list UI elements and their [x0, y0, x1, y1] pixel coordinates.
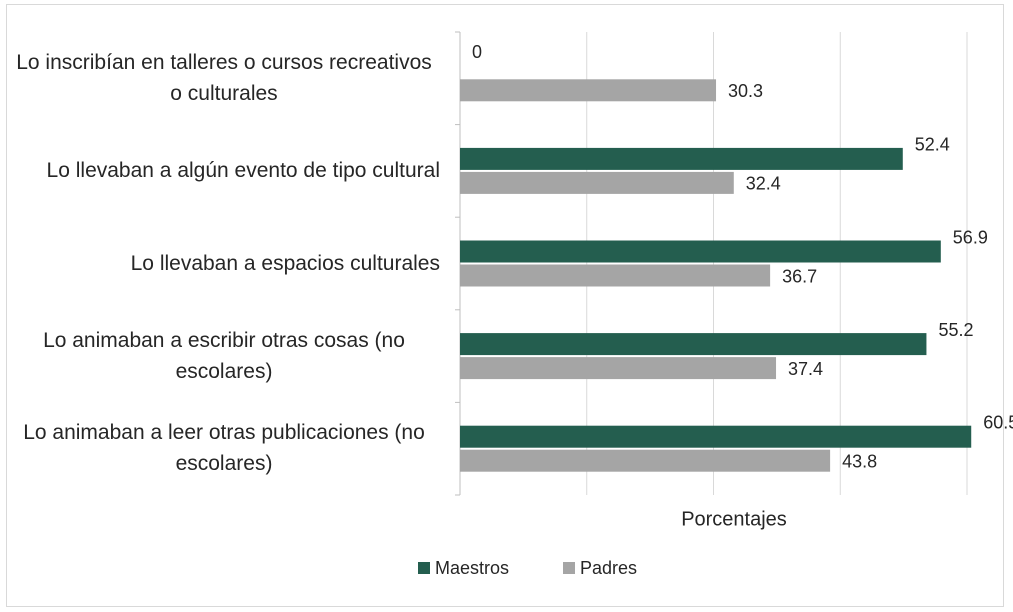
data-label: 32.4: [746, 174, 781, 194]
bar: [460, 79, 717, 102]
bar: [460, 425, 972, 448]
bar: [460, 171, 734, 194]
legend-swatch: [418, 562, 430, 574]
x-axis-label: Porcentajes: [681, 508, 787, 530]
data-label: 0: [472, 42, 482, 62]
data-label: 56.9: [953, 227, 988, 247]
category-label: Lo inscribían en talleres o cursos recre…: [16, 51, 432, 105]
category-box: Lo llevaban a espacios culturales: [8, 217, 440, 309]
category-box: Lo llevaban a algún evento de tipo cultu…: [8, 125, 440, 217]
category-box: Lo animaban a escribir otras cosas (no e…: [8, 310, 440, 402]
bar: [460, 264, 771, 287]
bar: [460, 147, 903, 170]
data-label: 60.5: [983, 412, 1013, 432]
bar: [460, 240, 941, 263]
data-label: 36.7: [782, 266, 817, 286]
bar: [460, 449, 831, 472]
data-label: 30.3: [728, 81, 763, 101]
data-label: 37.4: [788, 359, 823, 379]
category-label: Lo animaban a escribir otras cosas (no e…: [43, 328, 405, 383]
legend-label: Maestros: [435, 558, 509, 578]
chart-frame: [6, 4, 1004, 607]
category-label: Lo llevaban a algún evento de tipo cultu…: [46, 159, 440, 183]
data-label: 52.4: [915, 135, 950, 155]
legend-swatch: [563, 562, 575, 574]
category-box: Lo inscribían en talleres o cursos recre…: [8, 32, 440, 124]
category-box: Lo animaban a leer otras publicaciones (…: [8, 402, 440, 494]
data-label: 43.8: [842, 451, 877, 471]
category-label: Lo animaban a leer otras publicaciones (…: [23, 421, 425, 476]
bar: [460, 357, 777, 380]
legend-label: Padres: [580, 558, 637, 578]
category-label: Lo llevaban a espacios culturales: [130, 251, 440, 275]
bar: [460, 333, 927, 356]
data-label: 55.2: [938, 320, 973, 340]
